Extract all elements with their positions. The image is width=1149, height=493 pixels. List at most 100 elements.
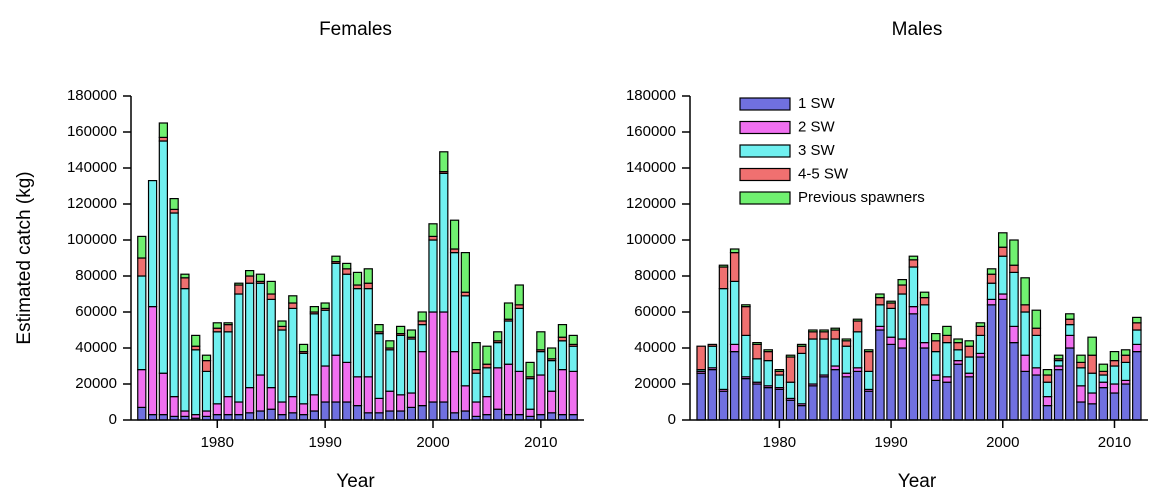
bar-segment <box>546 412 557 421</box>
bar-segment <box>1076 367 1086 387</box>
x-tick-label: 1990 <box>308 434 341 451</box>
bar-segment <box>785 381 796 400</box>
bar-segment <box>277 414 287 421</box>
bar-segment <box>385 349 395 392</box>
bar-segment <box>266 293 276 301</box>
bar-segment <box>406 406 417 421</box>
bar-segment <box>439 151 449 173</box>
bar-segment <box>514 414 524 421</box>
bar-segment <box>752 343 762 360</box>
bar-segment <box>808 331 818 340</box>
bar-segment <box>997 298 1008 421</box>
y-tick-label: 80000 <box>75 267 117 284</box>
bar-segment <box>763 387 773 421</box>
bar-segment <box>363 412 373 421</box>
bar-segment <box>1076 354 1086 364</box>
bar-segment <box>320 401 330 421</box>
bar-segment <box>331 401 341 421</box>
bar-segment <box>201 370 212 412</box>
bar-segment <box>503 320 514 365</box>
bar-segment <box>525 378 535 410</box>
bar-segment <box>514 284 524 306</box>
bar-segment <box>352 288 363 378</box>
bar-segment <box>449 412 460 421</box>
bar-segment <box>395 410 406 421</box>
bar-segment <box>439 311 449 403</box>
bar-segment <box>908 259 919 268</box>
bar-segment <box>785 399 796 421</box>
bar-segment <box>953 349 963 362</box>
bar-segment <box>234 293 244 403</box>
y-tick-label: 60000 <box>75 303 117 320</box>
bar-segment <box>298 403 309 416</box>
bar-segment <box>964 340 975 347</box>
legend-swatch <box>739 120 791 135</box>
bar-segment <box>886 336 896 346</box>
bar-segment <box>830 327 841 331</box>
bar-segment <box>568 345 578 373</box>
bar-segment <box>212 322 222 329</box>
bar-segment <box>385 340 395 349</box>
bar-segment <box>841 376 852 421</box>
bar-segment <box>449 219 460 250</box>
bar-segment <box>255 282 266 376</box>
bar-segment <box>212 403 222 416</box>
bar-segment <box>886 307 896 338</box>
bar-segment <box>406 329 417 338</box>
bar-segment <box>1031 334 1042 369</box>
bar-segment <box>363 268 373 284</box>
bar-segment <box>942 376 952 383</box>
bar-segment <box>137 406 147 421</box>
bar-segment <box>557 340 568 371</box>
bar-segment <box>886 300 896 304</box>
bar-segment <box>1020 304 1030 313</box>
bar-segment <box>320 302 330 310</box>
bar-segment <box>395 394 406 412</box>
bar-segment <box>255 410 266 421</box>
bar-segment <box>1098 381 1109 389</box>
bar-segment <box>975 325 986 336</box>
bar-segment <box>428 311 438 403</box>
bar-segment <box>557 324 568 338</box>
bar-segment <box>796 343 807 347</box>
bar-segment <box>1087 372 1097 394</box>
x-tick-label: 2010 <box>1098 434 1131 451</box>
legend-label: 4-5 SW <box>798 165 849 182</box>
bar-segment <box>266 387 276 410</box>
bar-segment <box>493 408 503 421</box>
bar-segment <box>266 280 276 295</box>
bar-segment <box>897 347 908 421</box>
bar-segment <box>875 293 885 299</box>
bar-segment <box>919 342 930 349</box>
bar-segment <box>1053 360 1064 367</box>
bar-segment <box>1132 329 1142 345</box>
bar-segment <box>729 252 740 283</box>
y-tick-label: 80000 <box>634 267 676 284</box>
y-tick-label: 160000 <box>626 123 676 140</box>
bar-segment <box>975 356 986 421</box>
bar-segment <box>1132 322 1142 331</box>
bar-segment <box>1120 383 1131 421</box>
bar-segment <box>718 266 729 290</box>
bar-segment <box>908 306 919 315</box>
bar-segment <box>1109 392 1120 421</box>
bar-segment <box>964 356 975 374</box>
bar-segment <box>863 351 874 373</box>
bar-segment <box>568 370 578 416</box>
bar-segment <box>875 329 885 421</box>
bar-segment <box>729 343 740 353</box>
bar-segment <box>953 363 963 421</box>
bar-segment <box>1020 277 1030 306</box>
legend-label: 3 SW <box>798 142 836 159</box>
bar-segment <box>930 379 941 421</box>
bar-segment <box>363 282 373 290</box>
bar-segment <box>428 401 438 421</box>
bar-segment <box>942 342 952 378</box>
bar-segment <box>169 212 179 398</box>
bar-segment <box>897 338 908 349</box>
legend-swatch <box>739 97 791 111</box>
bar-segment <box>536 331 546 351</box>
bar-segment <box>1098 387 1109 421</box>
bar-segment <box>493 367 503 410</box>
